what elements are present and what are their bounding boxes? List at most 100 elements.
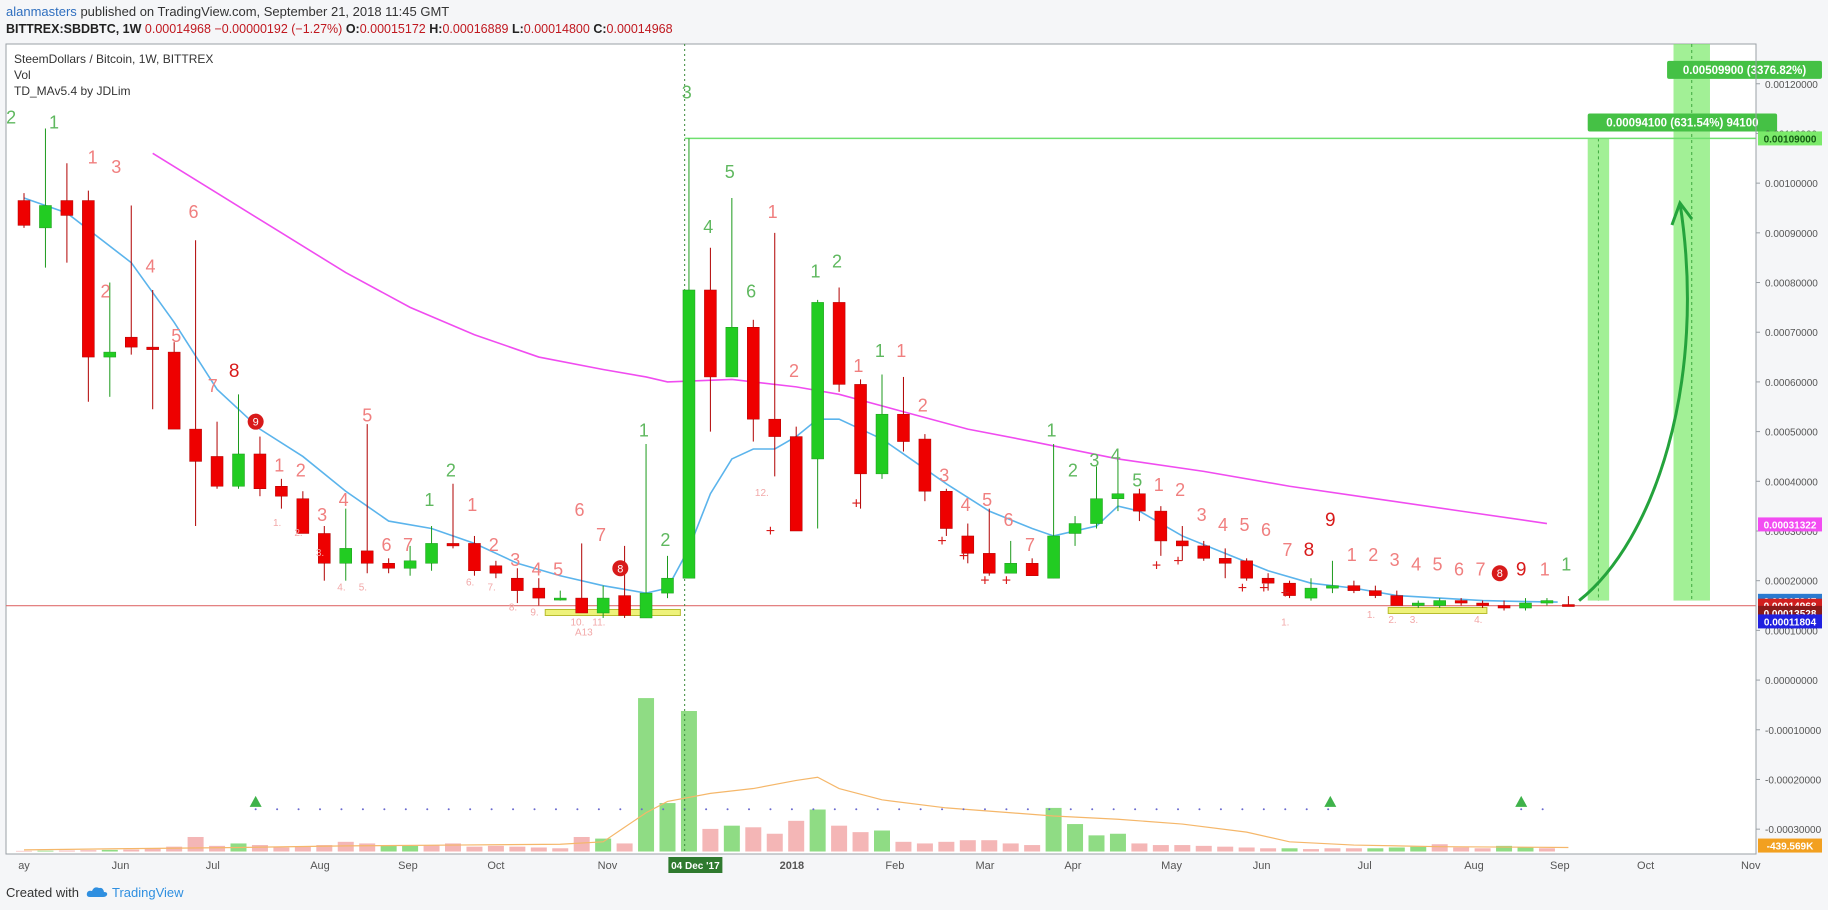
td-badge	[1491, 565, 1508, 582]
td-risk-mark: +	[1152, 558, 1161, 575]
candle-body	[1433, 600, 1446, 606]
candle-body	[232, 453, 245, 487]
candle-body	[511, 577, 524, 591]
volume-dot	[340, 808, 343, 811]
volume-dot	[512, 808, 515, 811]
td-risk-mark: +	[1281, 585, 1290, 602]
candle-body	[704, 289, 717, 378]
candle-body	[1154, 510, 1168, 542]
volume-dot	[1048, 808, 1051, 811]
td-count-label: 8	[1304, 540, 1315, 561]
axis-price-badge-label: 0.00011804	[1764, 617, 1817, 628]
ticker: BITTREX:SBDBTC, 1W	[6, 22, 142, 36]
td-count-label: 1	[1561, 555, 1571, 575]
y-tick-label: 0.00070000	[1765, 328, 1818, 339]
candle-body	[1562, 604, 1575, 607]
td-count-label: 4	[703, 217, 713, 237]
x-tick-label: Feb	[885, 860, 904, 872]
volume-dot	[361, 808, 364, 811]
volume-dot	[726, 808, 729, 811]
td-countdown-label: 3.	[316, 548, 324, 559]
td-risk-mark: +	[852, 496, 861, 513]
volume-dot	[576, 808, 579, 811]
td-count-label: 1	[875, 341, 885, 361]
candle-body	[1326, 585, 1339, 589]
td-count-label: 7	[1025, 535, 1035, 555]
volume-dot	[898, 808, 901, 811]
volume-dot	[790, 808, 793, 811]
volume-bar	[487, 845, 504, 852]
td-count-label: 5	[1239, 515, 1249, 535]
volume-bar	[101, 849, 118, 852]
td-count-label: 5	[1132, 470, 1142, 490]
volume-bar	[723, 825, 740, 852]
td-count-label: 1	[88, 147, 98, 167]
td-countdown-label: 3.	[1410, 615, 1418, 626]
volume-bar	[1238, 847, 1255, 852]
candle-body	[832, 302, 846, 385]
candle-body	[575, 597, 588, 614]
td-count-label: 1	[49, 112, 59, 132]
volume-dot	[769, 808, 772, 811]
x-tick-label: Aug	[310, 860, 330, 872]
candle-body	[875, 413, 889, 475]
projection-arrowhead	[1670, 199, 1694, 226]
volume-dot	[383, 808, 386, 811]
published-text: published on TradingView.com, September …	[80, 4, 450, 19]
volume-bar	[37, 850, 54, 852]
volume-dot	[1305, 808, 1308, 811]
td-count-label: 3	[939, 465, 949, 485]
high-value: 0.00016889	[442, 22, 509, 36]
volume-dot	[1284, 808, 1287, 811]
volume-bar	[1474, 848, 1491, 852]
volume-bar	[1367, 848, 1384, 852]
ohlc-line: BITTREX:SBDBTC, 1W 0.00014968 −0.0000019…	[6, 22, 673, 36]
open-value: 0.00015172	[359, 22, 426, 36]
volume-dot	[1005, 808, 1008, 811]
candle-body	[1540, 600, 1554, 604]
tradingview-brand[interactable]: TradingView	[112, 885, 184, 900]
x-tick-label: Sep	[398, 860, 418, 872]
candle-body	[1476, 602, 1489, 606]
volume-bar	[1002, 843, 1019, 852]
candle-body	[489, 565, 503, 574]
candle-body	[146, 346, 159, 350]
td-count-label: 4	[961, 495, 971, 515]
volume-dot	[941, 808, 944, 811]
y-tick-label: 0.00100000	[1765, 179, 1818, 190]
candle-body	[918, 438, 932, 492]
volume-bar	[209, 845, 226, 852]
candle-body	[554, 597, 567, 601]
axis-price-badge	[1758, 614, 1822, 629]
volume-bar	[166, 846, 183, 852]
volume-dot	[1541, 808, 1544, 811]
volume-dot	[1198, 808, 1201, 811]
volume-bar	[1538, 848, 1555, 852]
volume-bar	[1131, 843, 1148, 852]
candle-body	[318, 533, 331, 564]
volume-bar	[316, 845, 333, 852]
volume-dot	[1112, 808, 1115, 811]
volume-bar	[509, 846, 526, 852]
td-count-label: 2	[918, 396, 928, 416]
volume-bar	[294, 846, 311, 852]
candle-body	[17, 200, 31, 226]
candle-body	[425, 543, 438, 564]
td-count-label: 8	[229, 361, 240, 382]
td-countdown-label: 9.	[530, 607, 538, 618]
volume-bar	[1345, 848, 1362, 852]
volume-dot	[597, 808, 600, 811]
publication-line: alanmasters published on TradingView.com…	[6, 4, 449, 19]
x-tick-label: Oct	[1637, 860, 1654, 872]
td-count-label: 2	[446, 460, 456, 480]
td-count-label: 4	[339, 490, 349, 510]
td-countdown-label: 11.	[592, 617, 605, 628]
td-risk-mark: +	[766, 523, 775, 540]
td-count-label: 6	[381, 535, 391, 555]
author-link[interactable]: alanmasters	[6, 4, 77, 19]
volume-bar	[680, 711, 697, 852]
td-countdown-label: A13	[575, 627, 593, 638]
td-count-label: 4	[1111, 445, 1121, 465]
candle-body	[1176, 540, 1189, 547]
